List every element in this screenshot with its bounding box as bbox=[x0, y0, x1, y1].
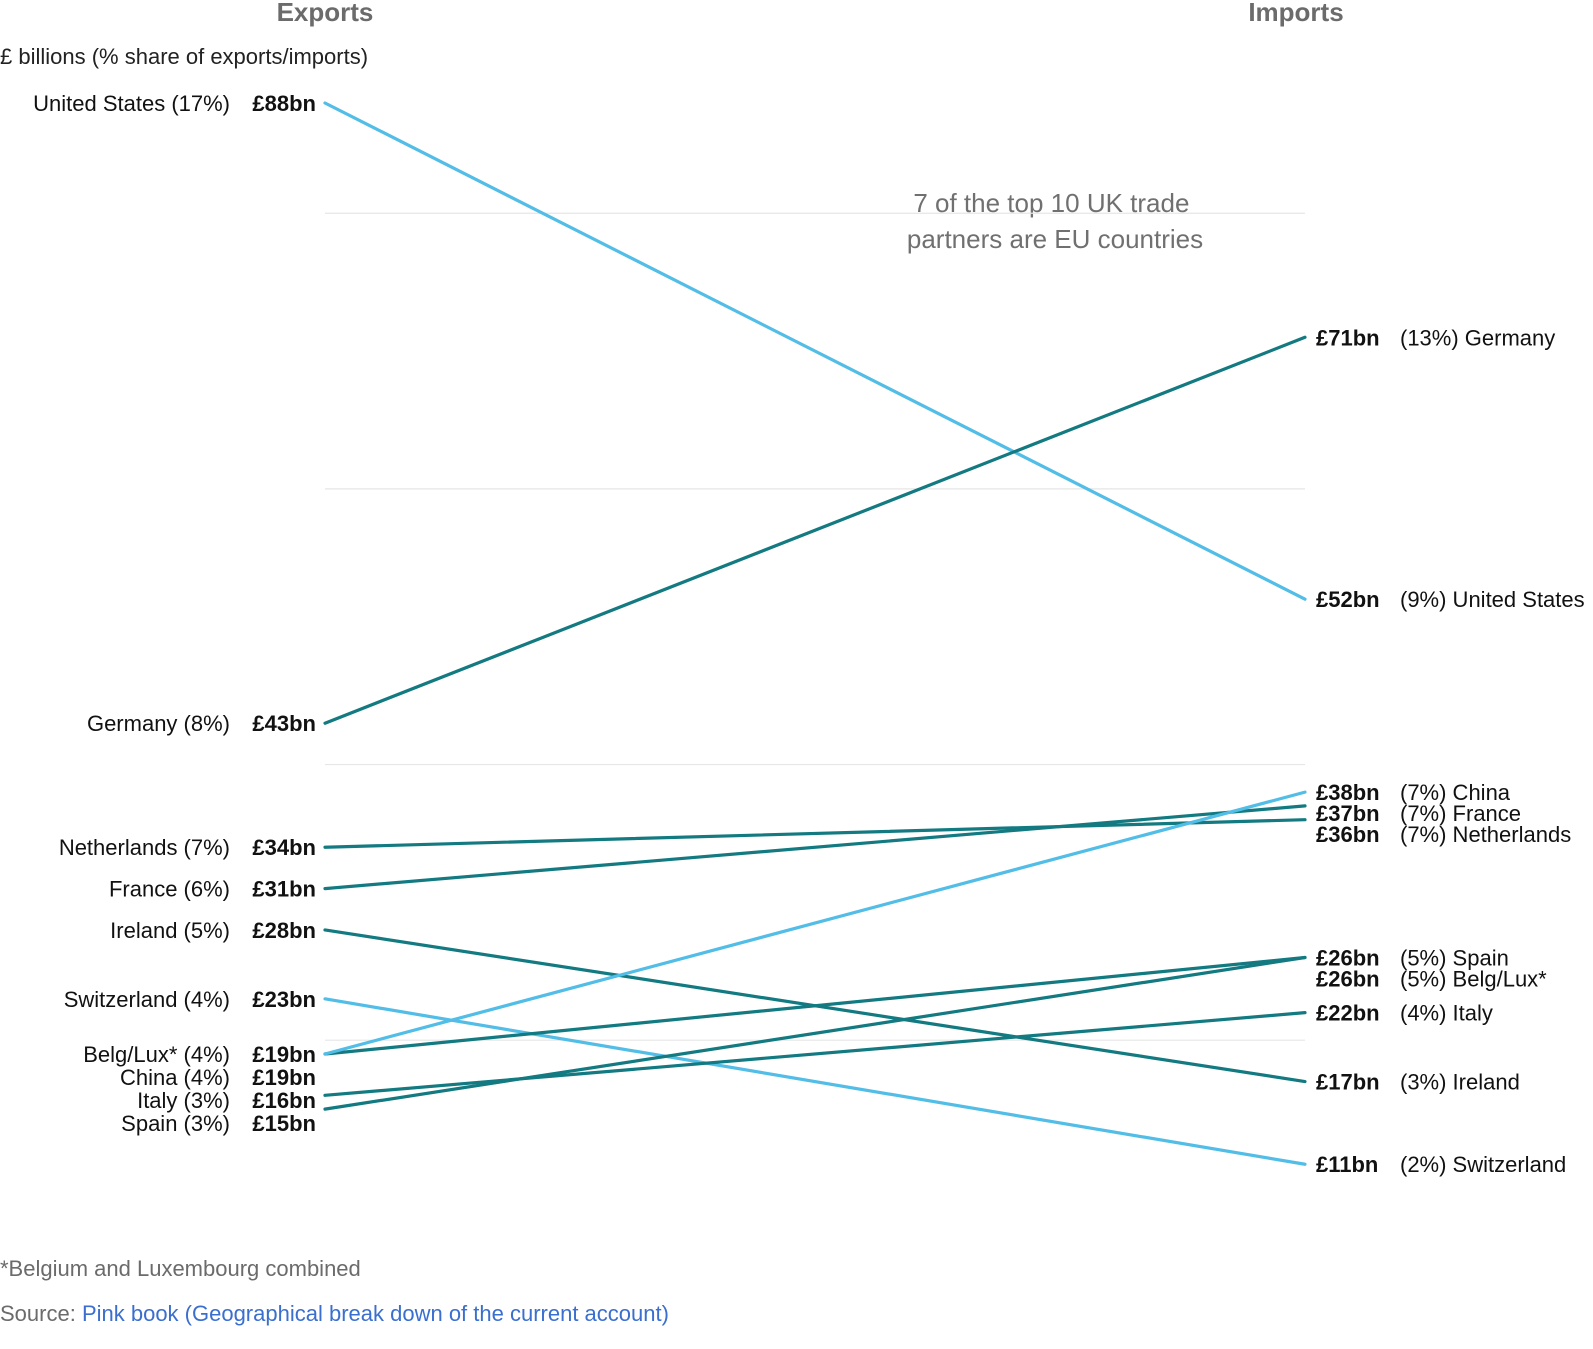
left-value-ireland: £28bn bbox=[252, 918, 316, 943]
exports-header: Exports bbox=[277, 0, 374, 27]
annotation-line-2: partners are EU countries bbox=[907, 224, 1203, 254]
right-value-spain: £26bn bbox=[1316, 946, 1380, 971]
right-value-switzerland: £11bn bbox=[1316, 1152, 1378, 1177]
right-label-netherlands: (7%) Netherlands bbox=[1400, 822, 1571, 847]
series-line-belg-lux bbox=[323, 955, 1307, 1056]
left-label-spain: Spain (3%) bbox=[121, 1111, 230, 1136]
left-value-united-states: £88bn bbox=[252, 91, 316, 116]
left-value-france: £31bn bbox=[252, 877, 316, 902]
right-label-united-states: (9%) United States bbox=[1400, 587, 1585, 612]
series-line-germany bbox=[323, 335, 1307, 725]
right-label-italy: (4%) Italy bbox=[1400, 1001, 1493, 1026]
footnote: *Belgium and Luxembourg combined bbox=[0, 1256, 361, 1281]
annotation: 7 of the top 10 UK trade partners are EU… bbox=[907, 188, 1203, 254]
slope-chart: Exports Imports £ billions (% share of e… bbox=[0, 0, 1585, 1177]
left-value-china: £19bn bbox=[252, 1065, 316, 1090]
series-line-china bbox=[323, 790, 1307, 1056]
chart-subtitle: £ billions (% share of exports/imports) bbox=[0, 44, 368, 69]
source-link[interactable]: Pink book (Geographical break down of th… bbox=[81, 1301, 669, 1326]
imports-header: Imports bbox=[1248, 0, 1343, 27]
series-line-france bbox=[323, 804, 1307, 891]
right-value-belg-lux: £26bn bbox=[1316, 967, 1380, 992]
right-label-france: (7%) France bbox=[1400, 801, 1521, 826]
series-line-united-states bbox=[323, 101, 1307, 601]
left-label-belg-lux: Belg/Lux* (4%) bbox=[83, 1042, 230, 1067]
source-prefix: Source: bbox=[0, 1301, 82, 1326]
left-label-netherlands: Netherlands (7%) bbox=[59, 835, 230, 860]
left-value-spain: £15bn bbox=[252, 1111, 316, 1136]
gridlines bbox=[325, 212, 1305, 1041]
left-label-china: China (4%) bbox=[120, 1065, 230, 1090]
left-value-netherlands: £34bn bbox=[252, 835, 316, 860]
left-label-ireland: Ireland (5%) bbox=[110, 918, 230, 943]
left-label-switzerland: Switzerland (4%) bbox=[64, 987, 230, 1012]
left-value-italy: £16bn bbox=[252, 1088, 316, 1113]
left-value-belg-lux: £19bn bbox=[252, 1042, 316, 1067]
series-line-spain bbox=[323, 955, 1307, 1111]
right-value-france: £37bn bbox=[1316, 801, 1380, 826]
left-label-france: France (6%) bbox=[109, 877, 230, 902]
left-value-germany: £43bn bbox=[252, 711, 316, 736]
series-line-netherlands bbox=[323, 818, 1307, 849]
left-label-germany: Germany (8%) bbox=[87, 711, 230, 736]
series-line-italy bbox=[323, 1011, 1307, 1097]
series-lines bbox=[323, 101, 1307, 1166]
series-line-switzerland bbox=[323, 997, 1307, 1166]
source-line: Source: Pink book (Geographical break do… bbox=[0, 1301, 669, 1327]
right-value-ireland: £17bn bbox=[1316, 1070, 1380, 1095]
right-value-germany: £71bn bbox=[1316, 325, 1380, 350]
right-label-china: (7%) China bbox=[1400, 780, 1511, 805]
left-label-italy: Italy (3%) bbox=[137, 1088, 230, 1113]
right-value-netherlands: £36bn bbox=[1316, 822, 1380, 847]
right-label-ireland: (3%) Ireland bbox=[1400, 1070, 1520, 1095]
right-label-germany: (13%) Germany bbox=[1400, 325, 1555, 350]
left-value-switzerland: £23bn bbox=[252, 987, 316, 1012]
right-label-belg-lux: (5%) Belg/Lux* bbox=[1400, 967, 1547, 992]
right-value-china: £38bn bbox=[1316, 780, 1380, 805]
right-value-united-states: £52bn bbox=[1316, 587, 1380, 612]
right-label-switzerland: (2%) Switzerland bbox=[1400, 1152, 1566, 1177]
right-value-italy: £22bn bbox=[1316, 1001, 1380, 1026]
left-label-united-states: United States (17%) bbox=[33, 91, 230, 116]
series-labels: United States (17%) £88bn Germany (8%) £43b… bbox=[33, 91, 1585, 1177]
right-label-spain: (5%) Spain bbox=[1400, 946, 1509, 971]
